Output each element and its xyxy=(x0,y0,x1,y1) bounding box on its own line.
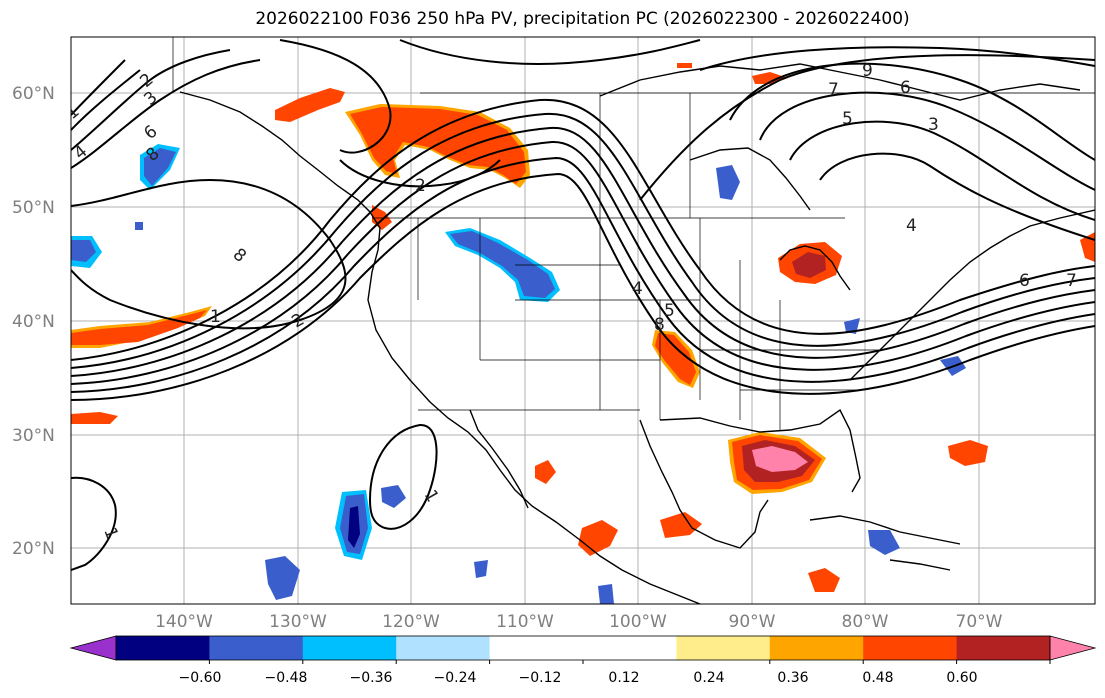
lon-label: 90°W xyxy=(729,612,776,632)
colorbar-ticks xyxy=(208,660,1051,664)
contour-label: 6 xyxy=(900,78,911,98)
colorbar-tick-label: −0.24 xyxy=(434,670,477,686)
lat-label: 60°N xyxy=(12,84,55,104)
colorbar-segment xyxy=(769,636,864,660)
colorbar-tick-labels: −0.60 −0.48 −0.36 −0.24 −0.12 0.12 0.24 … xyxy=(179,670,978,686)
lat-label: 20°N xyxy=(12,539,55,559)
colorbar: −0.60 −0.48 −0.36 −0.24 −0.12 0.12 0.24 … xyxy=(69,635,1097,686)
colorbar-segment xyxy=(396,636,491,660)
map-area: 2 3 4 6 8 1 8 2 1 2 7 5 6 3 9 4 6 7 4 5 … xyxy=(71,37,1095,604)
colorbar-segment xyxy=(116,636,210,660)
colorbar-tick-label: 0.24 xyxy=(693,670,724,686)
colorbar-segment xyxy=(676,636,771,660)
colorbar-segments xyxy=(69,635,1097,661)
colorbar-segment xyxy=(583,636,677,660)
pv-contours xyxy=(71,39,1095,571)
lon-label: 110°W xyxy=(496,612,554,632)
colorbar-tick-label: −0.48 xyxy=(265,670,308,686)
contour-label: 8 xyxy=(654,315,665,335)
contour-label: 9 xyxy=(862,61,873,81)
colorbar-segment xyxy=(863,636,958,660)
colorbar-tick-label: −0.36 xyxy=(350,670,393,686)
colorbar-segment xyxy=(489,636,584,660)
colorbar-tick-label: 0.48 xyxy=(862,670,893,686)
colorbar-segment xyxy=(956,636,1051,660)
contour-label: 5 xyxy=(842,109,853,129)
colorbar-extend-low xyxy=(69,635,117,661)
lat-label: 40°N xyxy=(12,312,55,332)
colorbar-tick-label: 0.60 xyxy=(946,670,977,686)
contour-label: 7 xyxy=(828,80,839,100)
contour-label: 6 xyxy=(1019,271,1030,291)
lon-label: 130°W xyxy=(269,612,327,632)
lon-label: 120°W xyxy=(382,612,440,632)
colorbar-tick-label: 0.36 xyxy=(777,670,808,686)
contour-label: 4 xyxy=(632,279,643,299)
map-title: 2026022100 F036 250 hPa PV, precipitatio… xyxy=(255,9,910,29)
contour-label: 5 xyxy=(664,301,675,321)
longitude-labels: 140°W 130°W 120°W 110°W 100°W 90°W 80°W … xyxy=(155,612,1003,632)
colorbar-tick-label: 0.12 xyxy=(608,670,639,686)
coastlines xyxy=(179,63,1095,604)
colorbar-segment xyxy=(209,636,304,660)
map-frame xyxy=(70,36,1096,605)
lat-label: 50°N xyxy=(12,198,55,218)
colorbar-tick-label: −0.12 xyxy=(519,670,562,686)
colorbar-extend-high xyxy=(1049,635,1097,661)
latitude-labels: 60°N 50°N 40°N 30°N 20°N xyxy=(12,84,55,559)
lon-label: 70°W xyxy=(956,612,1003,632)
contour-label: 3 xyxy=(928,115,939,135)
contour-label: 4 xyxy=(906,216,917,236)
colorbar-segment xyxy=(302,636,397,660)
lon-label: 140°W xyxy=(155,612,213,632)
lat-label: 30°N xyxy=(12,426,55,446)
lon-label: 80°W xyxy=(842,612,889,632)
contour-label: 1 xyxy=(210,307,221,327)
lon-label: 100°W xyxy=(609,612,667,632)
contour-label: 7 xyxy=(1066,271,1077,291)
contour-label: 2 xyxy=(415,176,426,196)
colorbar-tick-label: −0.60 xyxy=(179,670,222,686)
